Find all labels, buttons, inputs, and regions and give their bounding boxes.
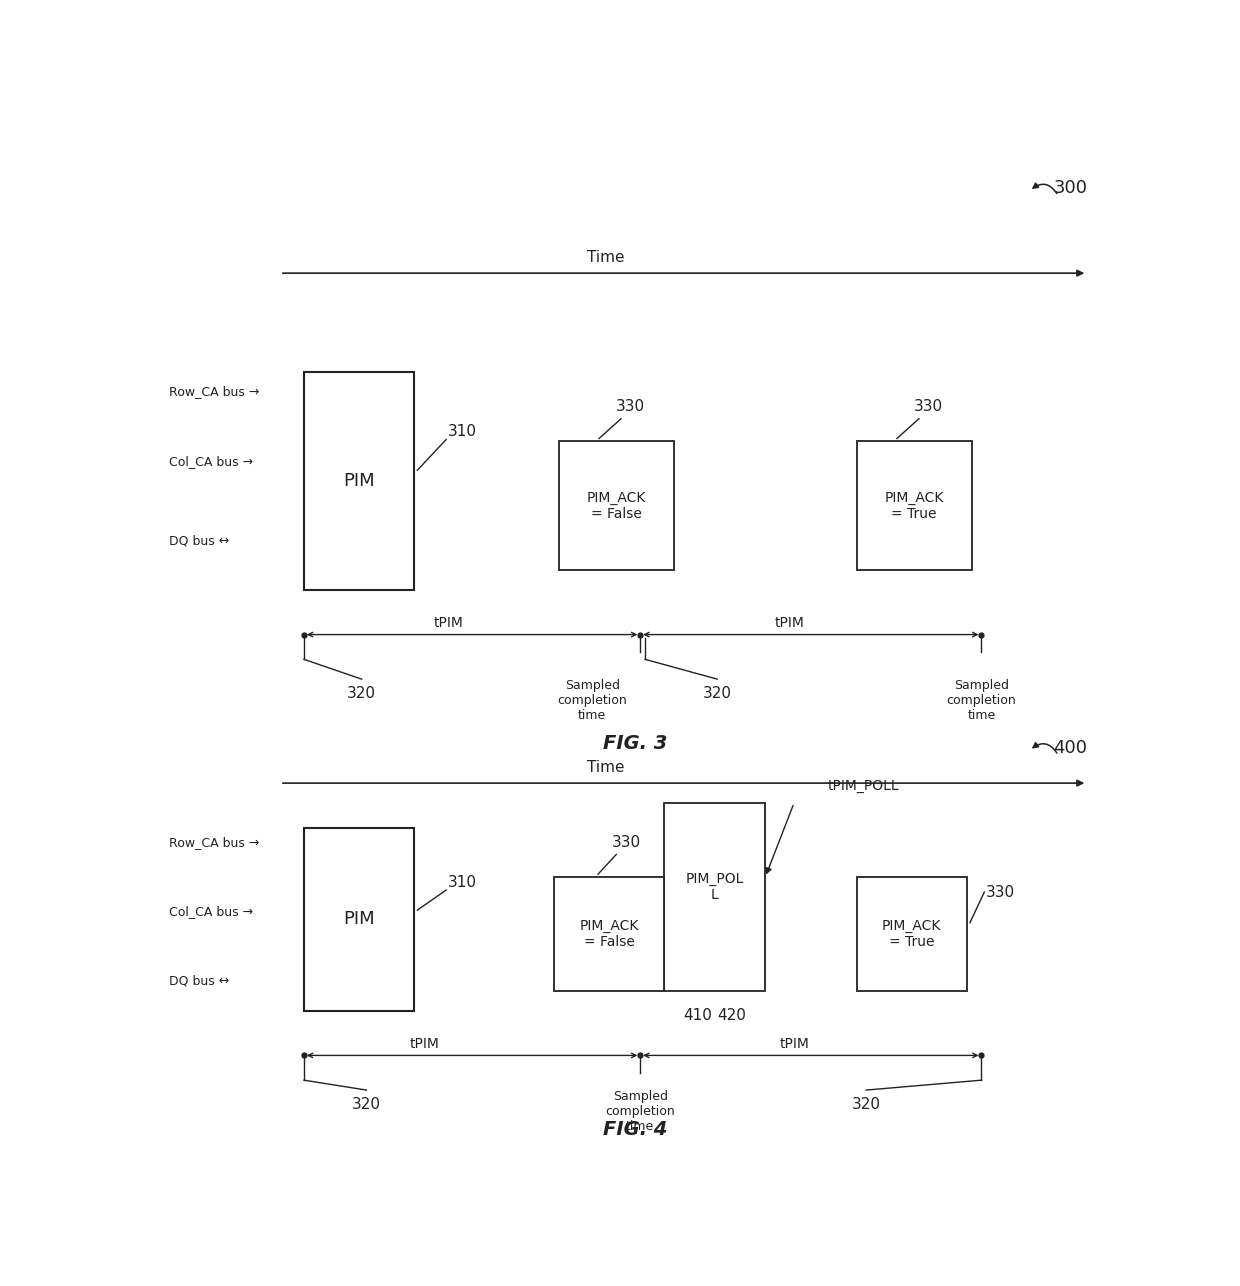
Text: Sampled
completion
time: Sampled completion time [558,679,627,723]
Text: tPIM: tPIM [409,1037,439,1051]
Text: tPIM: tPIM [774,616,805,630]
Bar [558,441,675,570]
Text: 310: 310 [448,874,477,890]
Text: 330: 330 [611,835,640,850]
Text: 330: 330 [914,400,944,414]
Text: PIM_ACK
= False: PIM_ACK = False [579,919,639,949]
Text: Row_CA bus →: Row_CA bus → [170,386,260,399]
Text: 400: 400 [1054,738,1087,756]
Text: 330: 330 [616,400,645,414]
Text: 320: 320 [852,1097,880,1112]
Bar [857,877,967,992]
Bar [304,372,414,590]
Text: Col_CA bus →: Col_CA bus → [170,455,253,468]
Text: 330: 330 [986,885,1016,899]
Text: DQ bus ↔: DQ bus ↔ [170,975,229,988]
Text: Col_CA bus →: Col_CA bus → [170,905,253,918]
Bar [665,802,765,992]
Text: PIM_ACK
= False: PIM_ACK = False [587,491,646,521]
Text: Sampled
completion
time: Sampled completion time [946,679,1017,723]
Text: tPIM: tPIM [433,616,463,630]
Text: 410: 410 [683,1008,713,1024]
Text: FIG. 4: FIG. 4 [604,1120,667,1139]
Text: 320: 320 [352,1097,381,1112]
Text: 320: 320 [347,687,376,701]
Text: tPIM_POLL: tPIM_POLL [828,779,899,793]
Text: Time: Time [588,760,625,775]
Text: 310: 310 [448,424,477,439]
Text: PIM_ACK
= True: PIM_ACK = True [882,919,941,949]
Text: DQ bus ↔: DQ bus ↔ [170,534,229,547]
Text: PIM: PIM [343,910,374,928]
Bar [304,828,414,1011]
Text: Sampled
completion
time: Sampled completion time [605,1091,676,1133]
Text: tPIM: tPIM [779,1037,808,1051]
Bar [554,877,665,992]
Text: Row_CA bus →: Row_CA bus → [170,836,260,849]
Text: PIM_POL
L: PIM_POL L [686,872,744,903]
Text: PIM: PIM [343,472,374,490]
Bar [857,441,972,570]
Text: 420: 420 [717,1008,746,1024]
Text: PIM_ACK
= True: PIM_ACK = True [884,491,944,521]
Text: 300: 300 [1054,179,1087,197]
Text: Time: Time [588,251,625,265]
Text: 320: 320 [703,687,732,701]
Text: FIG. 3: FIG. 3 [604,734,667,754]
